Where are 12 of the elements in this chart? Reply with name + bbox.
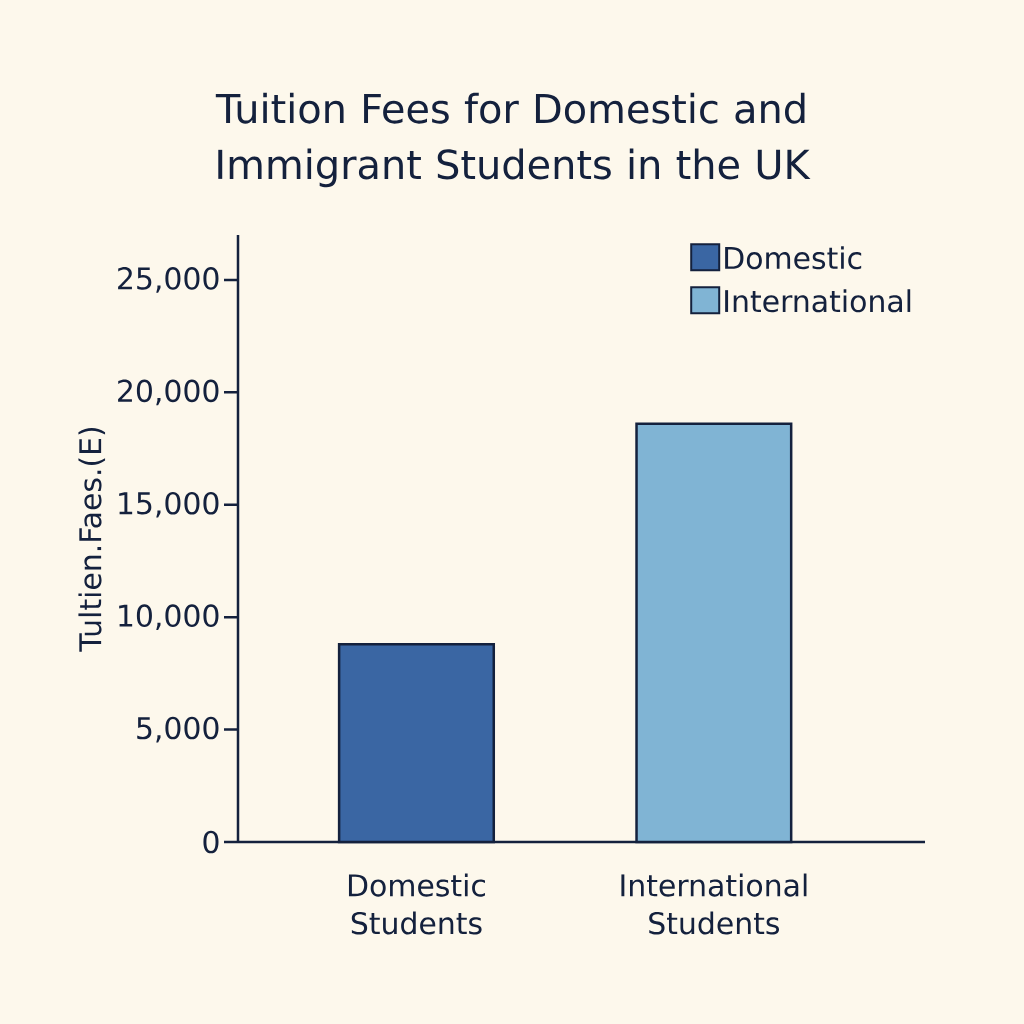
y-tick-label: 5,000 xyxy=(137,716,219,743)
x-tick-label: Domestic Students xyxy=(348,873,485,935)
y-tick-label: 20,000 xyxy=(118,379,219,406)
x-tick-label: International Students xyxy=(621,873,807,935)
y-tick-label: 25,000 xyxy=(118,267,219,293)
y-tick-label: 15,000 xyxy=(119,491,219,518)
chart-title: Tuition Fees for Domestic and Immigrant Students in the UK xyxy=(215,92,811,188)
legend-label: International xyxy=(725,289,911,313)
legend-label: Domestic xyxy=(725,246,862,270)
y-axis-title: Tultien.Faes.(E) xyxy=(78,427,106,652)
y-tick-label: 0 xyxy=(203,830,219,854)
y-tick-label: 10,000 xyxy=(119,604,219,630)
